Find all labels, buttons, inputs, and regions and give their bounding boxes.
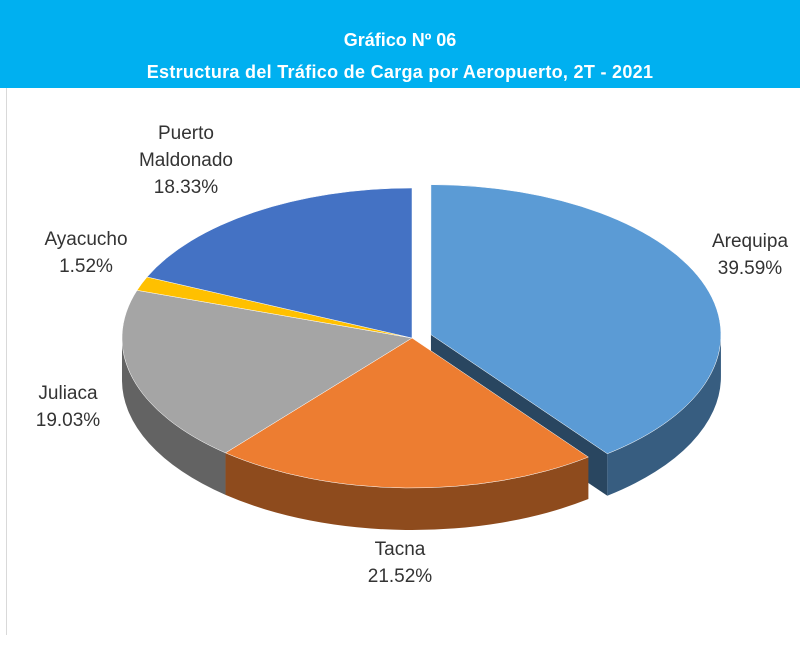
data-label: Ayacucho 1.52% bbox=[6, 226, 166, 280]
chart-subtitle: Estructura del Tráfico de Carga por Aero… bbox=[146, 62, 654, 82]
value-label: 39.59% bbox=[717, 258, 783, 279]
data-label: Tacna 21.52% bbox=[320, 536, 480, 590]
value-label: 1.52% bbox=[59, 256, 113, 277]
slice bbox=[146, 187, 413, 339]
value-label: 21.52% bbox=[367, 566, 433, 587]
category-label: Arequipa bbox=[711, 231, 789, 252]
slice-side bbox=[122, 338, 226, 495]
slice bbox=[430, 184, 722, 455]
slice-side bbox=[607, 334, 721, 496]
frame bbox=[6, 88, 7, 635]
chart-title: Gráfico Nº 06 bbox=[343, 30, 457, 50]
data-label: Arequipa 39.59% bbox=[670, 228, 800, 282]
value-label: 18.33% bbox=[153, 177, 219, 198]
data-label: Puerto Maldonado 18.33% bbox=[106, 120, 266, 201]
category-label: Tacna bbox=[374, 539, 426, 560]
category-label: Ayacucho bbox=[44, 229, 128, 250]
data-label: Juliaca 19.03% bbox=[0, 380, 148, 434]
value-label: 19.03% bbox=[35, 410, 101, 431]
slice bbox=[121, 290, 413, 454]
slice bbox=[224, 337, 589, 489]
slice-side bbox=[225, 452, 589, 531]
header: Gráfico Nº 06 Estructura del Tráfico de … bbox=[0, 0, 800, 88]
category-label: Puerto Maldonado bbox=[138, 123, 234, 171]
category-label: Juliaca bbox=[38, 383, 98, 404]
